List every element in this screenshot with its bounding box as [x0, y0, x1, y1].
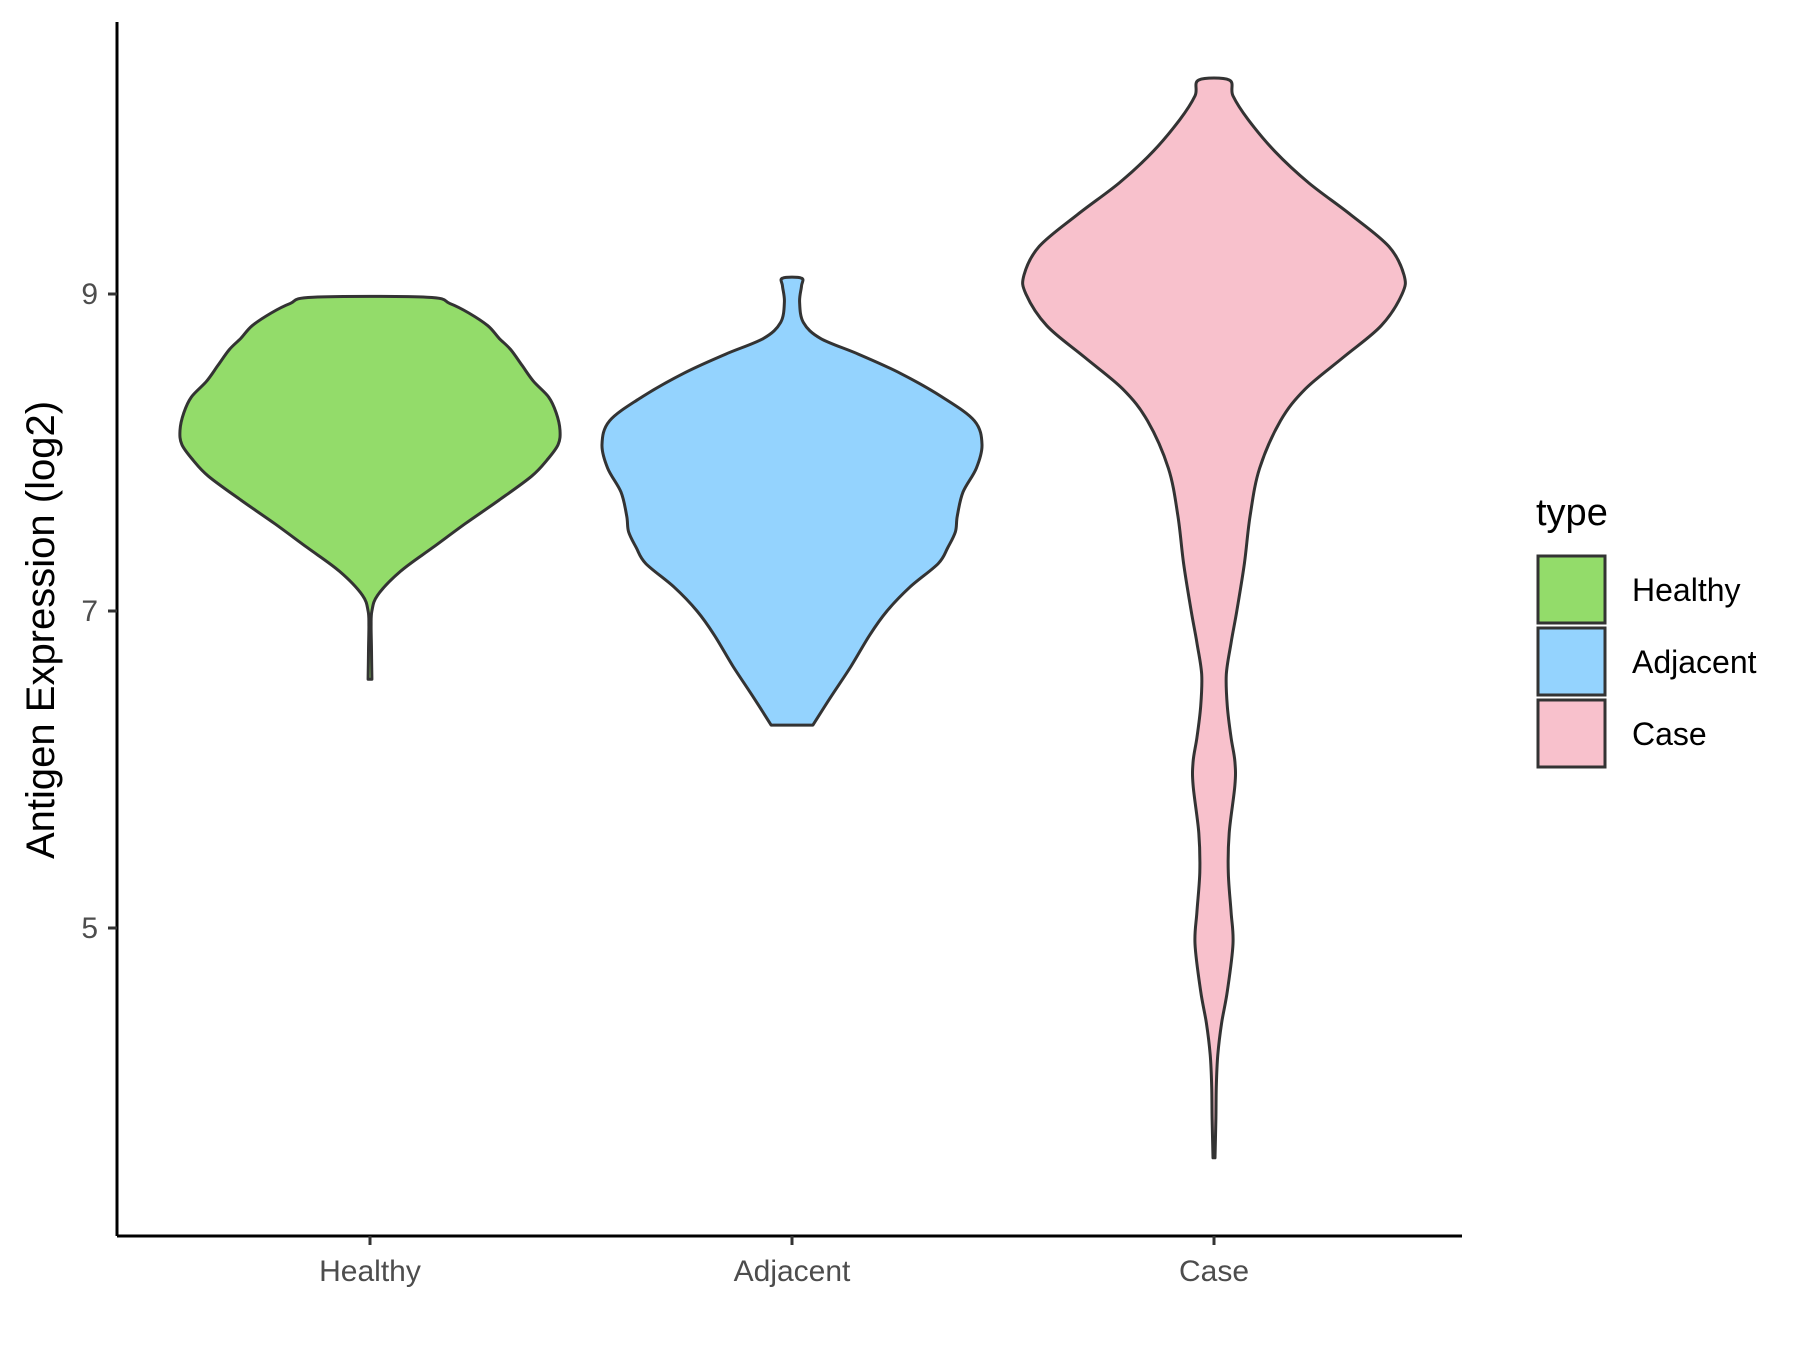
legend: type Healthy Adjacent Case — [1536, 492, 1757, 769]
violin-healthy — [178, 294, 562, 681]
y-axis-title: Antigen Expression (log2) — [19, 401, 63, 859]
x-tick-label: Adjacent — [734, 1255, 851, 1288]
violin-case — [1021, 76, 1407, 1160]
violins-layer — [178, 76, 1407, 1160]
legend-swatch-healthy — [1536, 554, 1607, 625]
legend-swatch-adjacent — [1536, 626, 1607, 697]
legend-title: type — [1536, 492, 1608, 534]
x-tick-label: Healthy — [319, 1255, 421, 1288]
legend-label-adjacent: Adjacent — [1632, 644, 1757, 680]
violin-adjacent — [600, 275, 984, 727]
x-ticks: Healthy Adjacent Case — [319, 1236, 1249, 1288]
legend-label-healthy: Healthy — [1632, 572, 1741, 608]
y-tick-label: 7 — [81, 595, 98, 628]
y-tick-label: 5 — [81, 912, 98, 945]
legend-label-case: Case — [1632, 716, 1707, 752]
y-tick-label: 9 — [81, 278, 98, 311]
legend-swatch-case — [1536, 698, 1607, 769]
axes-layer — [115, 22, 1462, 1238]
y-ticks: 5 7 9 — [81, 278, 117, 945]
x-tick-label: Case — [1179, 1255, 1249, 1288]
